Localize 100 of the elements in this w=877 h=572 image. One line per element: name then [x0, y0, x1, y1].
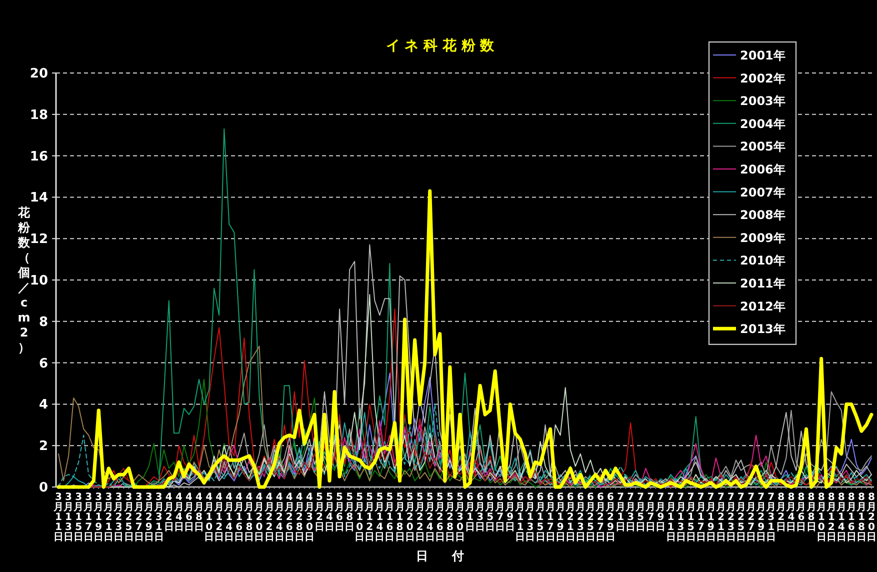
x-tick-label: 7月21日: [714, 492, 726, 543]
y-tick-label: 8: [38, 314, 48, 330]
x-tick-label: 5月16日: [384, 492, 395, 543]
x-tick-label: 5月24日: [424, 492, 435, 543]
x-tick-label: 7月29日: [755, 492, 766, 543]
x-tick-label: 5月14日: [374, 492, 385, 543]
x-tick-label: 5月18日: [394, 492, 405, 543]
x-tick-label: 7月19日: [704, 492, 716, 543]
legend-label: 2009年: [740, 230, 786, 245]
x-tick-label: 6月17日: [544, 492, 556, 543]
x-tick-label: 5月6日: [334, 492, 345, 533]
y-tick-label: 4: [38, 398, 48, 413]
x-tick-label: 8月14日: [835, 492, 846, 543]
x-tick-label: 6月27日: [594, 492, 606, 543]
x-tick-label: 7月25日: [735, 492, 746, 543]
x-tick-label: 4月6日: [182, 492, 194, 533]
x-tick-label: 4月28日: [293, 492, 304, 543]
x-tick-label: 3月25日: [122, 492, 134, 543]
x-tick-label: 3月29日: [142, 492, 154, 543]
x-tick-label: 7月5日: [634, 492, 646, 533]
y-tick-label: 12: [30, 232, 48, 248]
chart-title: イ ネ 科 花 粉 数: [386, 38, 496, 54]
x-tick-label: 3月13日: [62, 492, 74, 543]
y-tick-label: 6: [38, 356, 48, 372]
x-tick-label: 7月23日: [724, 492, 736, 543]
legend-label: 2007年: [740, 185, 786, 200]
x-tick-label: 6月23日: [574, 492, 586, 543]
legend-label: 2011年: [740, 276, 786, 290]
x-tick-label: 4月12日: [213, 492, 224, 543]
x-tick-label: 7月13日: [674, 492, 686, 543]
y-tick-label: 20: [30, 66, 48, 82]
legend-label: 2006年: [740, 162, 786, 176]
x-tick-label: 4月4日: [172, 492, 184, 533]
x-tick-label: 8月4日: [785, 492, 796, 533]
x-tick-label: 6月7日: [494, 492, 506, 533]
x-tick-label: 4月16日: [233, 492, 244, 543]
x-tick-label: 5月20日: [404, 492, 415, 543]
x-tick-label: 8月8日: [805, 492, 816, 533]
x-tick-label: 7月27日: [745, 492, 756, 543]
x-tick-label: 7月1日: [614, 492, 626, 533]
y-tick-label: 10: [30, 274, 48, 288]
x-tick-label: 4月30日: [303, 492, 314, 543]
x-tick-label: 5月28日: [444, 492, 455, 543]
x-tick-label: 3月23日: [112, 492, 124, 543]
x-tick-label: 4月14日: [223, 492, 234, 543]
legend-label: 2012年: [740, 299, 786, 314]
x-tick-label: 5月8日: [344, 492, 355, 533]
x-tick-label: 8月6日: [795, 492, 806, 533]
x-tick-label: 8月16日: [845, 492, 856, 543]
x-tick-label: 3月17日: [82, 492, 94, 543]
x-tick-label: 6月15日: [534, 492, 546, 543]
legend-label: 2004年: [740, 116, 786, 131]
x-tick-label: 6月1日: [464, 492, 476, 533]
x-tick-label: 4月20日: [253, 492, 264, 543]
x-axis-title: 日 付: [416, 549, 464, 563]
legend-label: 2013年: [740, 322, 786, 336]
y-tick-label: 16: [30, 149, 48, 164]
x-tick-label: 5月12日: [364, 492, 375, 543]
x-tick-label: 8月12日: [825, 492, 836, 543]
x-tick-label: 7月17日: [694, 492, 706, 543]
x-tick-label: 3月19日: [92, 492, 104, 543]
x-tick-label: 6月29日: [604, 492, 616, 543]
x-tick-label: 7月9日: [654, 492, 666, 533]
x-tick-label: 4月26日: [283, 492, 294, 543]
x-tick-label: 6月13日: [524, 492, 536, 543]
x-tick-label: 5月26日: [434, 492, 445, 543]
x-tick-label: 4月8日: [193, 492, 204, 533]
legend-label: 2001年: [740, 48, 786, 62]
x-tick-label: 4月18日: [243, 492, 254, 543]
x-tick-label: 3月21日: [102, 492, 114, 543]
x-tick-label: 7月15日: [684, 492, 696, 543]
x-tick-label: 8月20日: [865, 492, 876, 543]
y-tick-label: 18: [30, 108, 48, 123]
x-tick-label: 4月10日: [203, 492, 214, 543]
x-tick-label: 5月10日: [354, 492, 365, 543]
y-tick-label: 14: [30, 190, 48, 206]
x-tick-label: 6月5日: [484, 492, 496, 533]
x-tick-label: 7月11日: [664, 492, 676, 543]
x-tick-label: 5月4日: [324, 492, 335, 533]
x-tick-label: 4月2日: [162, 492, 174, 533]
x-tick-label: 4月24日: [273, 492, 284, 543]
legend-label: 2010年: [740, 254, 786, 268]
x-tick-label: 6月3日: [474, 492, 486, 533]
legend-label: 2002年: [740, 71, 786, 86]
x-tick-label: 6月11日: [514, 492, 526, 543]
x-tick-label: 8月18日: [855, 492, 866, 543]
x-tick-label: 7月7日: [644, 492, 656, 533]
x-tick-label: 8月10日: [815, 492, 826, 543]
x-tick-label: 6月9日: [504, 492, 516, 533]
y-tick-label: 2: [38, 439, 48, 454]
y-tick-label: 0: [38, 480, 48, 496]
x-tick-label: 3月31日: [152, 492, 164, 543]
x-tick-label: 6月19日: [554, 492, 566, 543]
legend-label: 2005年: [740, 140, 786, 154]
x-tick-label: 3月11日: [52, 492, 64, 543]
x-tick-label: 5月30日: [454, 492, 465, 543]
x-tick-label: 3月15日: [72, 492, 84, 543]
text: 花粉数（個／cm2）: [18, 206, 30, 354]
x-tick-label: 5月22日: [414, 492, 425, 543]
x-tick-label: 8月2日: [775, 492, 786, 533]
